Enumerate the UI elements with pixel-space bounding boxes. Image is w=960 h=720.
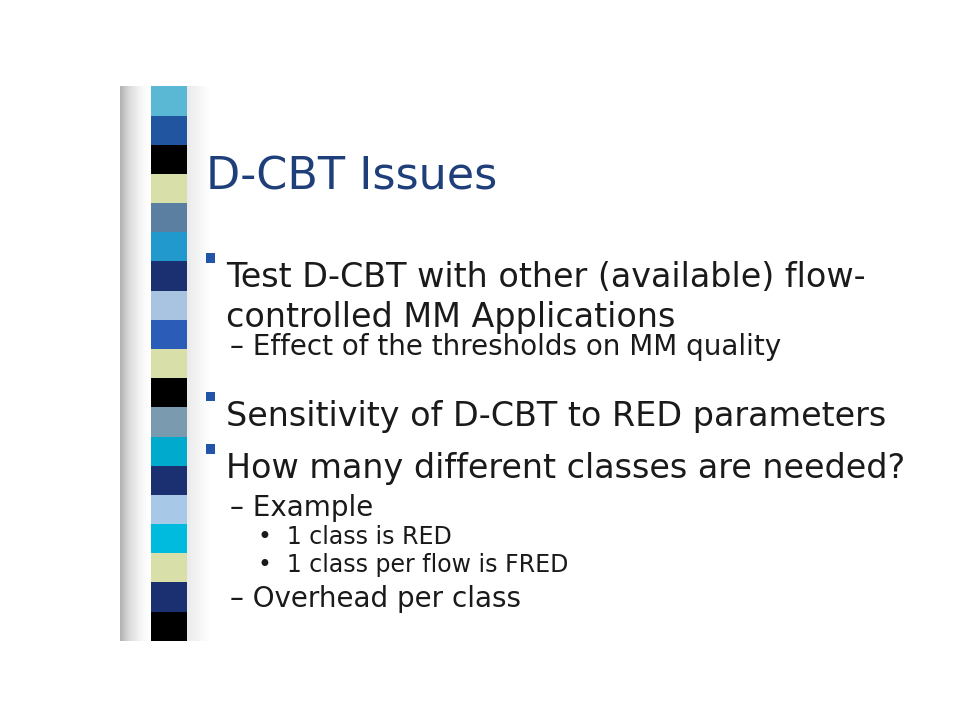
- Bar: [202, 86, 204, 641]
- Bar: [193, 86, 194, 641]
- Bar: [121, 86, 122, 641]
- Bar: [152, 203, 187, 233]
- Bar: [123, 86, 124, 641]
- Bar: [139, 86, 140, 641]
- Bar: [152, 261, 187, 291]
- Text: •  1 class is RED: • 1 class is RED: [257, 526, 451, 549]
- Text: Test D-CBT with other (available) flow-
controlled MM Applications: Test D-CBT with other (available) flow- …: [227, 261, 866, 333]
- Bar: [133, 86, 134, 641]
- Text: – Overhead per class: – Overhead per class: [230, 585, 521, 613]
- Text: D-CBT Issues: D-CBT Issues: [205, 156, 497, 199]
- Bar: [142, 86, 143, 641]
- Bar: [152, 553, 187, 582]
- Bar: [152, 524, 187, 553]
- Bar: [136, 86, 137, 641]
- Bar: [190, 86, 191, 641]
- Bar: [152, 116, 187, 145]
- Bar: [120, 86, 121, 641]
- Bar: [194, 86, 196, 641]
- Bar: [204, 86, 206, 641]
- Bar: [152, 174, 187, 203]
- Text: •  1 class per flow is FRED: • 1 class per flow is FRED: [257, 553, 568, 577]
- Bar: [198, 86, 199, 641]
- Bar: [205, 392, 215, 401]
- Bar: [152, 582, 187, 611]
- Bar: [199, 86, 201, 641]
- Bar: [135, 86, 136, 641]
- Bar: [149, 86, 150, 641]
- Bar: [205, 444, 215, 454]
- Bar: [143, 86, 144, 641]
- Bar: [152, 378, 187, 408]
- Bar: [125, 86, 127, 641]
- Bar: [145, 86, 146, 641]
- Bar: [127, 86, 128, 641]
- Bar: [152, 408, 187, 436]
- Bar: [122, 86, 123, 641]
- Bar: [152, 86, 187, 116]
- Bar: [191, 86, 193, 641]
- Bar: [187, 86, 188, 641]
- Bar: [140, 86, 141, 641]
- Bar: [152, 611, 187, 641]
- Bar: [152, 466, 187, 495]
- Text: Sensitivity of D-CBT to RED parameters: Sensitivity of D-CBT to RED parameters: [227, 400, 887, 433]
- Bar: [152, 436, 187, 466]
- Bar: [141, 86, 142, 641]
- Bar: [128, 86, 129, 641]
- Bar: [150, 86, 152, 641]
- Text: – Example: – Example: [230, 494, 373, 522]
- Bar: [196, 86, 198, 641]
- Bar: [152, 291, 187, 320]
- Bar: [147, 86, 148, 641]
- Bar: [207, 86, 209, 641]
- Bar: [146, 86, 147, 641]
- Bar: [134, 86, 135, 641]
- Bar: [124, 86, 125, 641]
- Bar: [132, 86, 133, 641]
- Text: – Effect of the thresholds on MM quality: – Effect of the thresholds on MM quality: [230, 333, 781, 361]
- Bar: [152, 145, 187, 174]
- Bar: [131, 86, 132, 641]
- Bar: [206, 86, 207, 641]
- Bar: [129, 86, 130, 641]
- Bar: [201, 86, 202, 641]
- Bar: [152, 349, 187, 378]
- Bar: [148, 86, 149, 641]
- Bar: [137, 86, 139, 641]
- Text: How many different classes are needed?: How many different classes are needed?: [227, 452, 905, 485]
- Bar: [130, 86, 131, 641]
- Bar: [152, 495, 187, 524]
- Bar: [205, 253, 215, 263]
- Bar: [144, 86, 145, 641]
- Bar: [152, 320, 187, 349]
- Bar: [188, 86, 190, 641]
- Bar: [152, 233, 187, 261]
